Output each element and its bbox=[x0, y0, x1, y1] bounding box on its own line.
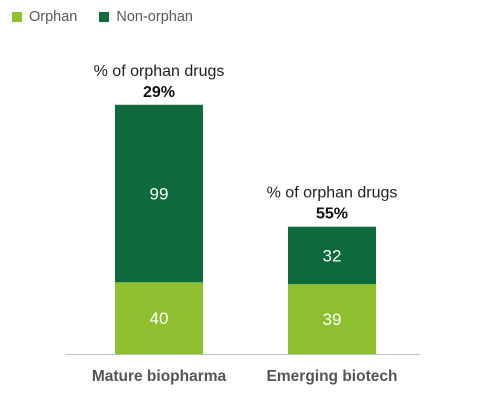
orphan-share-caption: % of orphan drugs bbox=[267, 185, 398, 202]
bar-value-label: 99 bbox=[150, 185, 169, 204]
orphan-share-caption: % of orphan drugs bbox=[94, 63, 225, 80]
bar-value-label: 39 bbox=[323, 310, 342, 329]
bar-value-label: 40 bbox=[150, 309, 169, 328]
orphan-share-value: 55% bbox=[316, 206, 348, 223]
legend-item-orphan[interactable]: Orphan bbox=[12, 9, 77, 25]
chart-legend: Orphan Non-orphan bbox=[12, 6, 215, 28]
legend-item-non-orphan[interactable]: Non-orphan bbox=[99, 9, 193, 25]
bar-mature-biopharma-non-orphan bbox=[115, 104, 203, 283]
bar-emerging-biotech-non-orphan bbox=[288, 226, 376, 285]
legend-label-orphan: Orphan bbox=[29, 9, 78, 25]
bar-mature-biopharma-orphan bbox=[115, 282, 203, 354]
legend-swatch-non-orphan bbox=[99, 12, 110, 22]
bar-value-label: 32 bbox=[323, 246, 342, 265]
bar-emerging-biotech-orphan bbox=[288, 284, 376, 354]
legend-swatch-orphan bbox=[12, 12, 22, 22]
orphan-share-value: 29% bbox=[143, 84, 175, 101]
category-label: Mature biopharma bbox=[92, 368, 227, 385]
legend-label-non-orphan: Non-orphan bbox=[116, 9, 193, 25]
category-label: Emerging biotech bbox=[267, 368, 398, 385]
